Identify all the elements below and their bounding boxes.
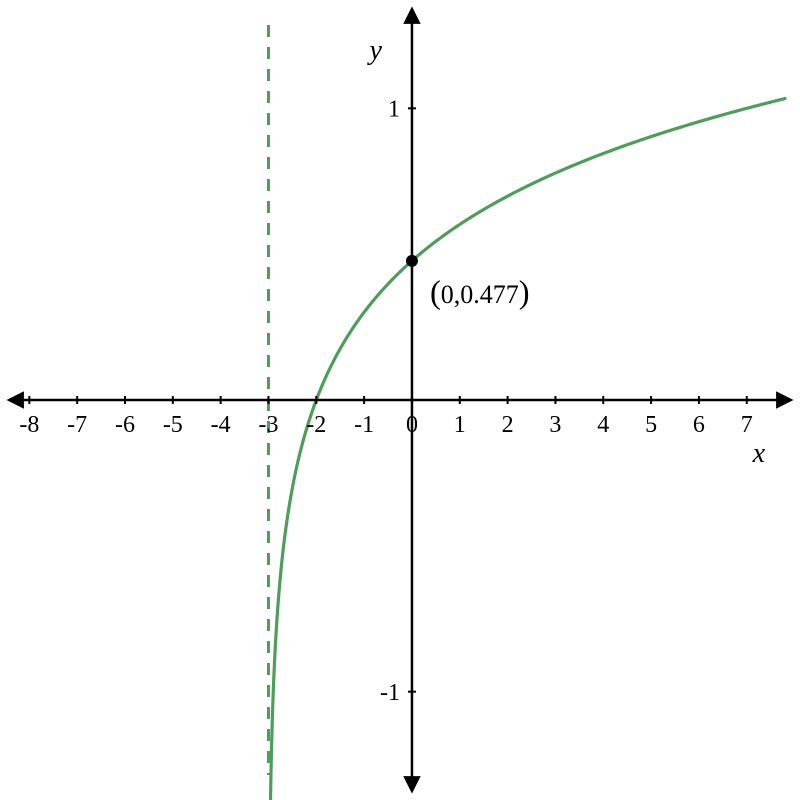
x-tick-label: 6: [693, 412, 705, 438]
x-axis-label: x: [752, 438, 766, 469]
y-tick-label: -1: [380, 680, 400, 706]
x-tick-label: 7: [741, 412, 753, 438]
x-tick-label: -6: [115, 412, 135, 438]
x-tick-label: 2: [502, 412, 514, 438]
x-tick-label: -7: [67, 412, 87, 438]
x-tick-label: -3: [258, 412, 278, 438]
log-chart: -8 -7 -6 -5 -4 -3 -2 -1 0 1 2 3 4 5 6 7 -1 1 y x (0,0.477): [0, 0, 800, 800]
y-tick-label: 1: [388, 97, 400, 123]
x-tick-label: 4: [597, 412, 609, 438]
x-tick-label: -1: [354, 412, 374, 438]
x-tick-label: -8: [19, 412, 39, 438]
x-tick-label: 0: [406, 412, 418, 438]
log-curve: [269, 99, 785, 800]
x-tick-label: 3: [549, 412, 561, 438]
x-tick-label: -4: [211, 412, 231, 438]
x-tick-label: 1: [454, 412, 466, 438]
highlight-point: [406, 255, 418, 267]
point-label: (0,0.477): [430, 275, 530, 311]
x-tick-label: -5: [163, 412, 183, 438]
y-axis-label: y: [367, 35, 383, 66]
x-tick-label: -2: [306, 412, 326, 438]
x-tick-label: 5: [645, 412, 657, 438]
